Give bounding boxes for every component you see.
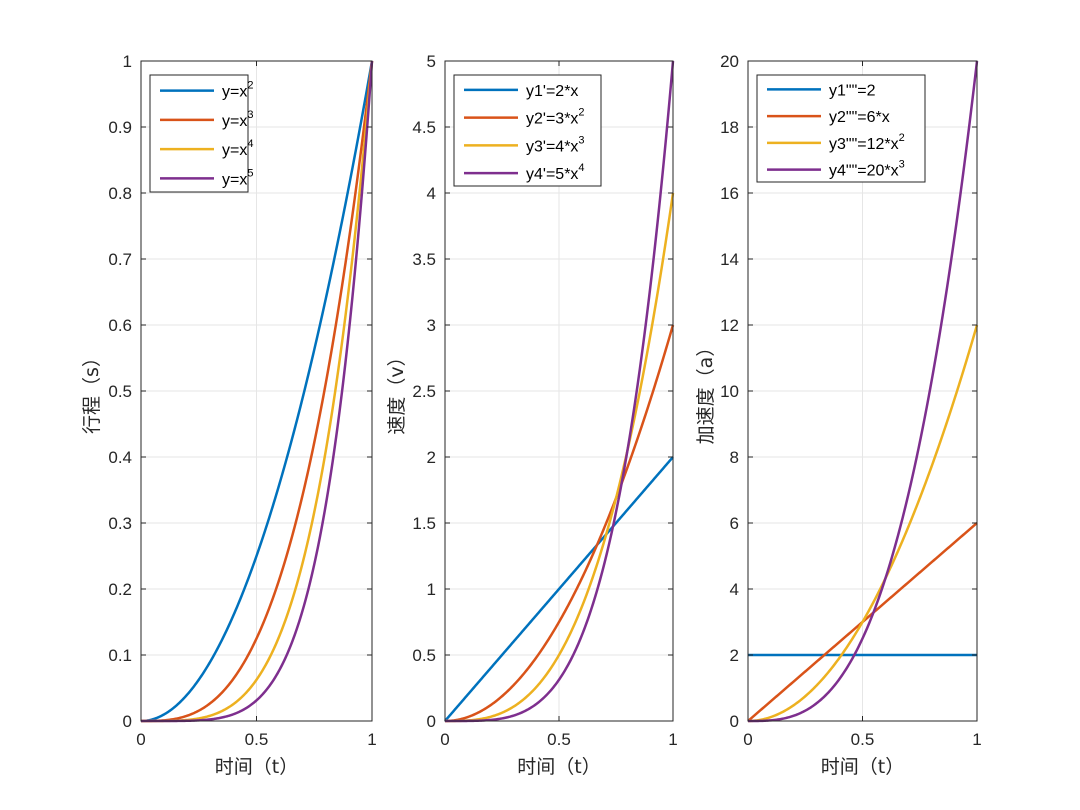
legend-label-4: y=x5	[222, 167, 253, 188]
y-tick-label: 3	[427, 316, 436, 335]
legend-box	[453, 74, 602, 187]
legend-box	[756, 74, 926, 183]
y-tick-label: 0.5	[108, 382, 132, 401]
legend-label-1: y=x2	[222, 80, 253, 101]
legend: y1'=2*x y2'=3*x2 y3'=4*x3 y4'=5*x4	[453, 74, 602, 187]
y-tick-label: 12	[720, 316, 739, 335]
y-tick-label: 18	[720, 118, 739, 137]
y-tick-label: 4	[730, 580, 739, 599]
x-axis-label: 时间（t）	[821, 756, 904, 778]
y-tick-label: 4	[427, 184, 436, 203]
y-axis-label: 加速度（a）	[695, 338, 717, 445]
y-tick-label: 0.7	[108, 250, 132, 269]
subplot-1: 0 0.5 1 0 0.1 0.2 0.3 0.4 0.5 0.6 0.7 0.8 0.9 1 时间（t） 行…	[81, 52, 377, 778]
y-axis-label: 速度（v）	[386, 347, 408, 434]
y-tick-label: 1	[427, 580, 436, 599]
legend-label-1: y1""=2	[829, 82, 876, 99]
series-line-2	[444, 324, 675, 723]
series-line-1	[140, 60, 374, 723]
y-tick-label: 20	[720, 52, 739, 71]
y-tick-label: 2	[427, 448, 436, 467]
y-tick-label: 0.5	[412, 646, 436, 665]
legend-label-1: y1'=2*x	[526, 83, 578, 100]
y-tick-label: 0.9	[108, 118, 132, 137]
x-axis-label: 时间（t）	[517, 756, 600, 778]
subplot-3: 0 0.5 102468101214161820时间（t）加速度（a）y1""=2y…	[695, 52, 982, 778]
y-tick-label: 1	[123, 52, 132, 71]
series-line-3	[444, 192, 675, 723]
y-tick-label: 0.1	[108, 646, 132, 665]
y-tick-label: 2.5	[412, 382, 436, 401]
y-tick-label: 0	[427, 712, 436, 731]
subplot-2: 0 0.5 1 0 0.5 1 1.5 2 2.5 3 3.5 4 4.5 5 时间（t） 速度（v） y1'=…	[386, 52, 678, 778]
legend-label-2: y=x3	[222, 109, 253, 130]
y-tick-label: 0	[123, 712, 132, 731]
legend-box	[149, 74, 249, 193]
legend: y=x2 y=x3 y=x4 y=x5	[149, 74, 253, 193]
x-axis-label: 时间（t）	[215, 756, 298, 778]
y-tick-label: 8	[730, 448, 739, 467]
x-tick-label: 1	[972, 730, 981, 749]
y-tick-label: 1.5	[412, 514, 436, 533]
series-line-3	[747, 324, 979, 723]
x-tick-label: 1	[367, 730, 376, 749]
y-tick-label: 5	[427, 52, 436, 71]
y-tick-label: 2	[730, 646, 739, 665]
y-tick-label: 0.2	[108, 580, 132, 599]
y-tick-label: 0.4	[108, 448, 132, 467]
legend-label-4: y4'=5*x4	[526, 162, 585, 183]
legend-label-3: y3""=12*x2	[829, 132, 905, 153]
legend-label-2: y2""=6*x	[829, 109, 890, 126]
x-tick-label: 0.5	[245, 730, 269, 749]
y-tick-label: 6	[730, 514, 739, 533]
legend-label-2: y2'=3*x2	[526, 107, 585, 128]
y-tick-label: 4.5	[412, 118, 436, 137]
legend-label-4: y4""=20*x3	[829, 159, 905, 180]
x-tick-label: 0	[136, 730, 145, 749]
y-tick-label: 10	[720, 382, 739, 401]
y-tick-label: 14	[720, 250, 739, 269]
legend-label-3: y=x4	[222, 138, 253, 159]
x-tick-label: 1	[668, 730, 677, 749]
legend-label-3: y3'=4*x3	[526, 134, 585, 155]
y-tick-label: 3.5	[412, 250, 436, 269]
y-axis-label: 行程（s）	[81, 348, 103, 434]
series-line-4	[444, 60, 675, 723]
x-tick-label: 0.5	[547, 730, 571, 749]
y-tick-label: 0	[730, 712, 739, 731]
y-tick-label: 0.6	[108, 316, 132, 335]
x-tick-label: 0.5	[851, 730, 875, 749]
y-tick-label: 16	[720, 184, 739, 203]
legend: y1""=2 y2""=6*x y3""=12*x2 y4""=20*x3	[756, 74, 926, 183]
x-tick-label: 0	[440, 730, 449, 749]
series-line-2	[140, 60, 374, 723]
x-tick-label: 0	[743, 730, 752, 749]
series-line-4	[747, 60, 979, 723]
y-tick-label: 0.8	[108, 184, 132, 203]
y-tick-label: 0.3	[108, 514, 132, 533]
series-line-1	[444, 456, 674, 722]
